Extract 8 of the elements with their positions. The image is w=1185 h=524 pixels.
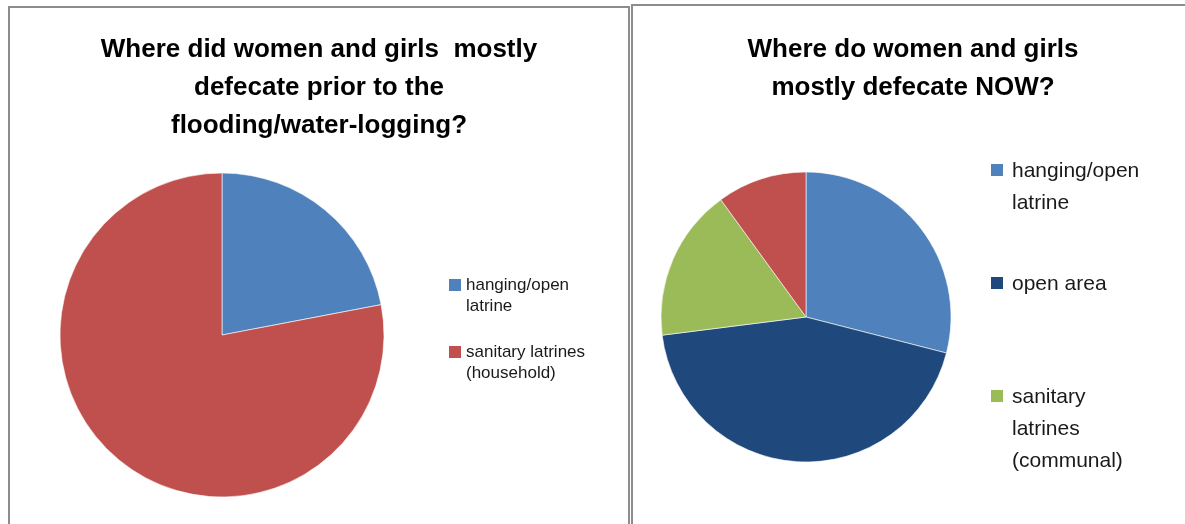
- chart-title: Where did women and girls mostly defecate prior to the flooding/water-logging?: [100, 33, 538, 139]
- legend-label: sanitary latrines (household): [466, 342, 586, 382]
- legend-label: hanging/open latrine: [466, 275, 570, 315]
- legend-label: open area: [1012, 271, 1107, 294]
- legend-label: hanging/open latrine: [1012, 158, 1140, 213]
- legend-label: sanitary latrines (communal): [1012, 384, 1123, 471]
- chart-title: Where do women and girls mostly defecate NOW?: [747, 33, 1079, 101]
- pie-slice: [59, 172, 385, 498]
